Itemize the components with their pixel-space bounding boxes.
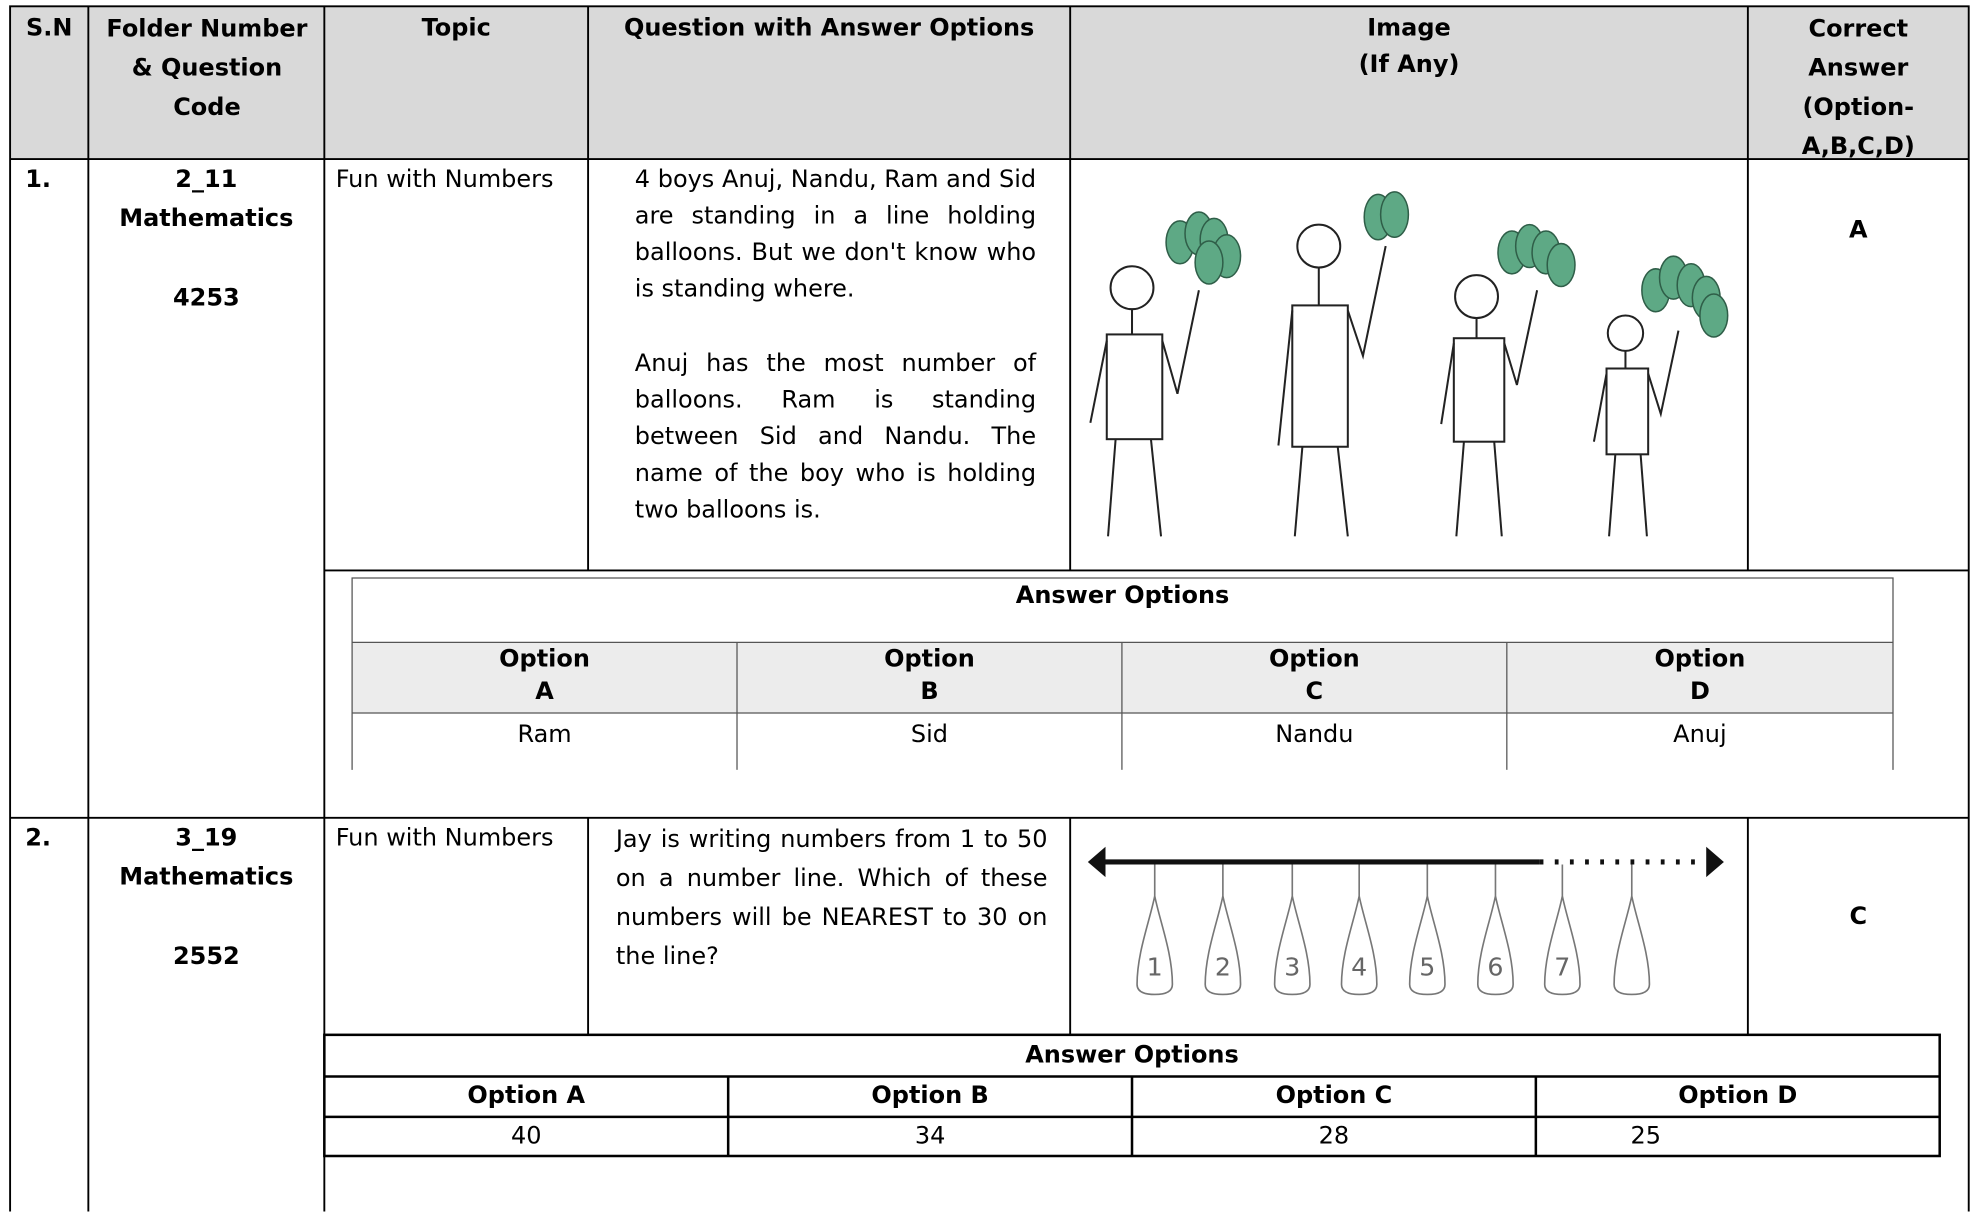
number-label: 7 (1554, 951, 1571, 982)
number-label: 5 (1419, 951, 1436, 982)
option-value: 40 (510, 1121, 542, 1150)
option-header: Option B (884, 644, 975, 706)
number-label: 4 (1351, 951, 1368, 982)
folder-number: 3_19 (175, 824, 238, 852)
header-sn: S.N (25, 13, 73, 42)
question-text: Anuj has the most number of balloons. Ra… (634, 349, 1037, 524)
number-label: 2 (1214, 951, 1231, 982)
option-header: Option D (1678, 1081, 1798, 1110)
number-label: 3 (1284, 951, 1301, 982)
row-sn: 1. (25, 165, 52, 194)
question-text: 4 boys Anuj, Nandu, Ram and Sid are stan… (634, 165, 1037, 303)
option-value: Anuj (1673, 720, 1727, 749)
option-header: Option D (1654, 644, 1746, 706)
number-label: 1 (1146, 951, 1163, 982)
number-tag (1340, 864, 1378, 996)
header-folder: Folder Number & Question Code (106, 15, 308, 122)
correct-answer: A (1849, 215, 1868, 244)
option-header: Option B (871, 1081, 989, 1110)
option-header: Option A (467, 1081, 586, 1110)
option-header: Option C (1268, 644, 1360, 706)
subject: Mathematics (119, 204, 294, 233)
number-tag (1408, 864, 1446, 996)
number-label: 6 (1487, 951, 1504, 982)
option-value: 25 (1630, 1121, 1662, 1150)
correct-answer: C (1849, 902, 1868, 931)
topic: Fun with Numbers (335, 165, 554, 194)
number-tag (1476, 864, 1514, 996)
option-value: 28 (1318, 1121, 1350, 1150)
option-value: 34 (914, 1121, 946, 1150)
subject: Mathematics (119, 863, 294, 891)
number-tag (1204, 864, 1242, 996)
header-topic: Topic (421, 13, 491, 42)
option-value: Ram (517, 720, 572, 749)
options-title: Answer Options (1015, 581, 1230, 610)
question-code: 4253 (172, 283, 240, 312)
option-value: Nandu (1275, 720, 1354, 749)
header-answer: Correct Answer (Option-A,B,C,D) (1801, 15, 1915, 161)
question-code: 2552 (172, 942, 240, 971)
options-title: Answer Options (1025, 1041, 1239, 1069)
option-value: Sid (910, 720, 949, 749)
header-image: Image (1367, 13, 1451, 42)
question-text: Jay is writing numbers from 1 to 50 on a… (615, 825, 1048, 971)
topic: Fun with Numbers (335, 824, 554, 852)
number-tag (1613, 864, 1651, 996)
option-header: Option C (1275, 1081, 1393, 1110)
folder-number: 2_11 (175, 165, 238, 194)
number-tag (1136, 864, 1174, 996)
number-tag (1273, 864, 1311, 996)
row-sn: 2. (25, 824, 52, 852)
header-image-note: (If Any) (1358, 50, 1460, 79)
number-tag (1543, 864, 1581, 996)
header-question: Question with Answer Options (623, 13, 1035, 42)
option-header: Option A (499, 644, 590, 706)
